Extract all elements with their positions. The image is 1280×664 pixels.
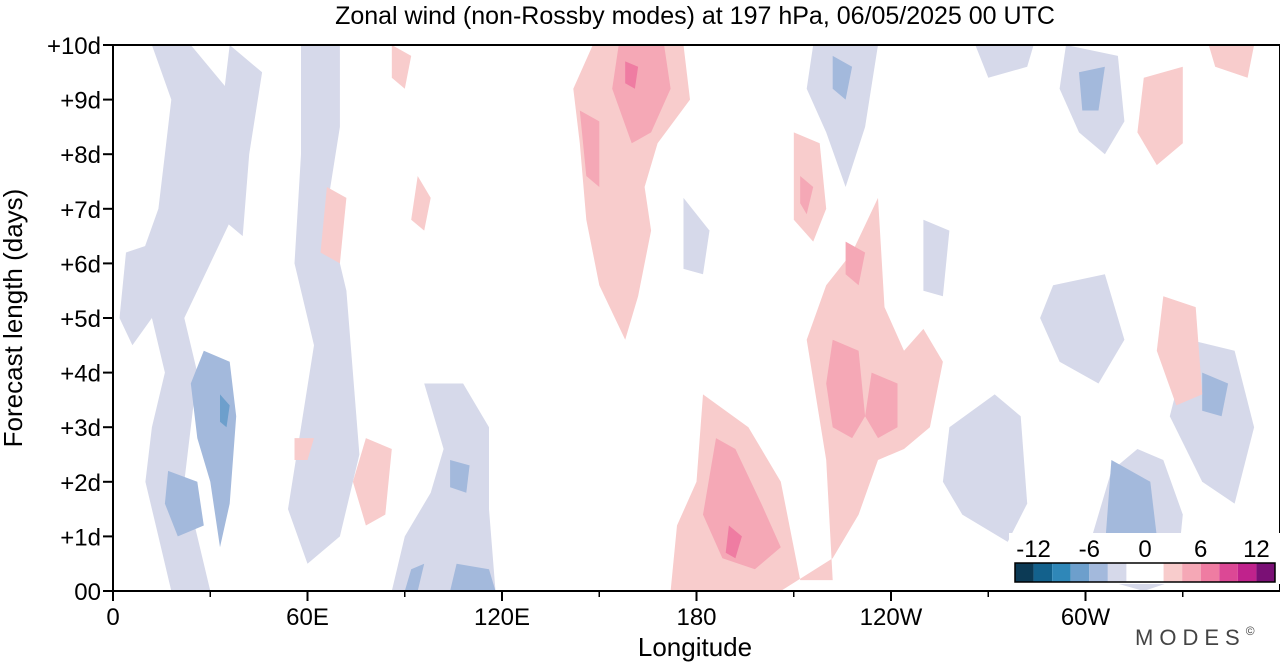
field-pos-band-70-80-low (352, 438, 392, 526)
colorbar-legend: -12 -6 0 6 12 (1009, 533, 1280, 584)
field-pos-band-90-100-upper (411, 176, 431, 231)
colorbar-swatch (1033, 563, 1053, 582)
field-pos-core-160-162 (625, 61, 639, 89)
field-neg-core-105-110-mid (450, 460, 470, 493)
y-tick-label: +5d (60, 306, 101, 333)
field-neg-core-33-36 (220, 394, 230, 428)
field-neg-core-20-30 (164, 470, 204, 537)
field-neg-band-285-310-mid (1040, 274, 1125, 384)
field-layer (119, 45, 1255, 591)
x-tick-label: 0 (106, 604, 119, 631)
colorbar-swatch (1089, 563, 1108, 582)
field-pos-core-232-242 (865, 372, 898, 439)
colorbar-swatch (1052, 563, 1071, 582)
colorbar-label: 12 (1243, 536, 1270, 563)
x-axis-label: Longitude (638, 632, 752, 662)
y-tick-label: +8d (60, 142, 101, 169)
field-pos-band-55-62-low (294, 438, 314, 460)
colorbar-label: 6 (1194, 536, 1207, 563)
y-tick-label: +3d (60, 415, 101, 442)
field-pos-band-60-75-mid (320, 187, 347, 264)
field-neg-band-265-285-top (975, 45, 1034, 78)
chart-title: Zonal wind (non-Rossby modes) at 197 hPa… (335, 2, 1055, 30)
field-neg-core-100-110 (404, 563, 425, 591)
logo-text: MODES (1135, 625, 1246, 650)
field-pos-core-212-215 (800, 176, 814, 215)
colorbar-label: 0 (1138, 536, 1151, 563)
colorbar-swatch (1237, 563, 1257, 582)
field-pos-band-338-352-top (1208, 45, 1255, 78)
colorbar-swatch (1163, 563, 1183, 582)
field-neg-core-335-345 (1202, 372, 1229, 417)
y-axis-label: Forecast length (days) (0, 189, 28, 448)
field-pos-band-95-115-top (391, 45, 412, 89)
colorbar-swatch (1126, 563, 1164, 582)
field-pos-core-220-230 (826, 339, 866, 439)
x-tick-label: 60W (1061, 604, 1111, 631)
x-axis: 0 60E 120E 180 120W 60W (106, 591, 1184, 631)
field-pos-core-185-205 (703, 438, 781, 570)
field-neg-band-215-240-top (806, 45, 878, 187)
logo-mark: © (1246, 624, 1261, 638)
colorbar-swatch (1107, 563, 1127, 582)
field-neg-band-10-25-mid (119, 241, 159, 346)
colorbar-label: -6 (1079, 536, 1100, 563)
y-tick-label: +2d (60, 470, 101, 497)
x-tick-label: 60E (286, 604, 329, 631)
field-neg-band-0-60 (138, 45, 237, 591)
x-tick-label: 180 (676, 604, 716, 631)
y-tick-label: +10d (47, 33, 101, 60)
colorbar-swatch (1200, 563, 1220, 582)
colorbar-swatch (1182, 563, 1201, 582)
colorbar-swatch (1256, 563, 1275, 582)
field-neg-band-175-185 (683, 197, 710, 275)
field-neg-band-255-290-low (942, 394, 1028, 542)
y-tick-label: +7d (60, 197, 101, 224)
field-neg-band-20-40-upper (216, 45, 263, 237)
y-tick-label: +4d (60, 361, 101, 388)
field-neg-band-95-115 (391, 383, 496, 591)
colorbar-swatch (1015, 563, 1034, 582)
field-pos-band-140-185 (573, 45, 690, 340)
field-neg-core-108-116 (450, 563, 496, 591)
x-tick-label: 120W (860, 604, 923, 631)
y-tick-label: +6d (60, 251, 101, 278)
colorbar-swatch (1219, 563, 1238, 582)
y-tick-label: +9d (60, 88, 101, 115)
field-neg-band-250-260 (923, 219, 950, 297)
field-pos-band-300-310-mid (1156, 296, 1203, 406)
colorbar-label: -12 (1016, 536, 1051, 563)
field-pos-core-228-234-upper (845, 241, 866, 286)
y-axis: 00 +1d +2d +3d +4d +5d +6d +7d +8d +9d +10d (47, 33, 113, 606)
colorbar-swatch (1070, 563, 1090, 582)
field-neg-core-222-228-top (832, 55, 853, 100)
field-neg-band-60-90 (288, 45, 360, 564)
field-neg-core-299-305 (1079, 66, 1105, 111)
y-tick-label: +1d (60, 524, 101, 551)
y-tick-label: 00 (74, 579, 101, 606)
modes-logo: MODES© (1135, 624, 1261, 650)
field-pos-core-190-200-inner (725, 525, 742, 559)
field-pos-band-300-318-right (1137, 66, 1183, 166)
field-pos-core-145-150-mid (579, 110, 600, 187)
colorbar-frame (1014, 562, 1276, 583)
x-tick-label: 120E (474, 604, 530, 631)
